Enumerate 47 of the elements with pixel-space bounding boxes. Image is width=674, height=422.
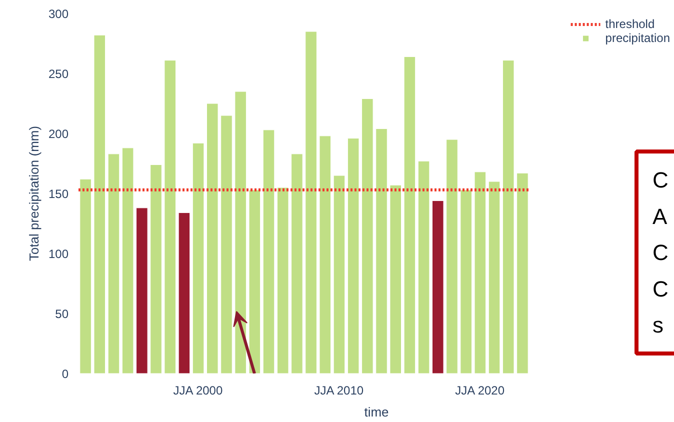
y-tick-label: 50 — [55, 307, 69, 321]
y-tick-label: 0 — [62, 367, 69, 381]
bar — [262, 130, 275, 374]
bar — [404, 56, 416, 374]
bar — [291, 154, 303, 374]
bar — [333, 175, 346, 374]
bar — [150, 164, 162, 374]
x-axis-title: time — [364, 404, 389, 420]
bar — [319, 136, 332, 374]
legend-label: precipitation — [605, 31, 670, 45]
y-tick-label: 150 — [48, 187, 69, 201]
bar — [502, 60, 514, 374]
y-tick-label: 250 — [48, 67, 69, 81]
bar — [376, 128, 388, 374]
bar — [418, 160, 430, 374]
bar — [94, 34, 106, 374]
text: C A C C s — [652, 168, 668, 338]
bar — [362, 98, 374, 374]
x-tick-label: JJA 2000 — [173, 384, 223, 398]
bar — [178, 212, 190, 374]
bar — [305, 31, 317, 374]
bar — [192, 142, 204, 374]
bar — [136, 208, 148, 374]
bar — [516, 172, 528, 374]
y-tick-label: 100 — [48, 247, 69, 261]
bar — [206, 103, 218, 374]
bar — [276, 187, 289, 374]
bar — [108, 154, 120, 374]
y-tick-label: 200 — [48, 127, 69, 141]
bar — [390, 184, 402, 374]
bar — [446, 139, 458, 374]
legend-label: threshold — [605, 17, 655, 31]
bar — [460, 190, 472, 374]
bar — [248, 190, 261, 374]
bar — [432, 200, 444, 374]
bar — [488, 181, 500, 374]
x-tick-label: JJA 2020 — [455, 384, 505, 398]
bar — [234, 91, 246, 374]
bar — [164, 60, 176, 374]
x-tick-label: JJA 2010 — [314, 384, 364, 398]
bar — [474, 172, 486, 374]
y-tick-label: 300 — [48, 7, 69, 21]
bar — [347, 138, 360, 374]
y-axis-title: Total precipitation (mm) — [26, 126, 42, 262]
bar — [122, 148, 134, 374]
bar — [80, 178, 92, 374]
bar — [220, 115, 232, 374]
